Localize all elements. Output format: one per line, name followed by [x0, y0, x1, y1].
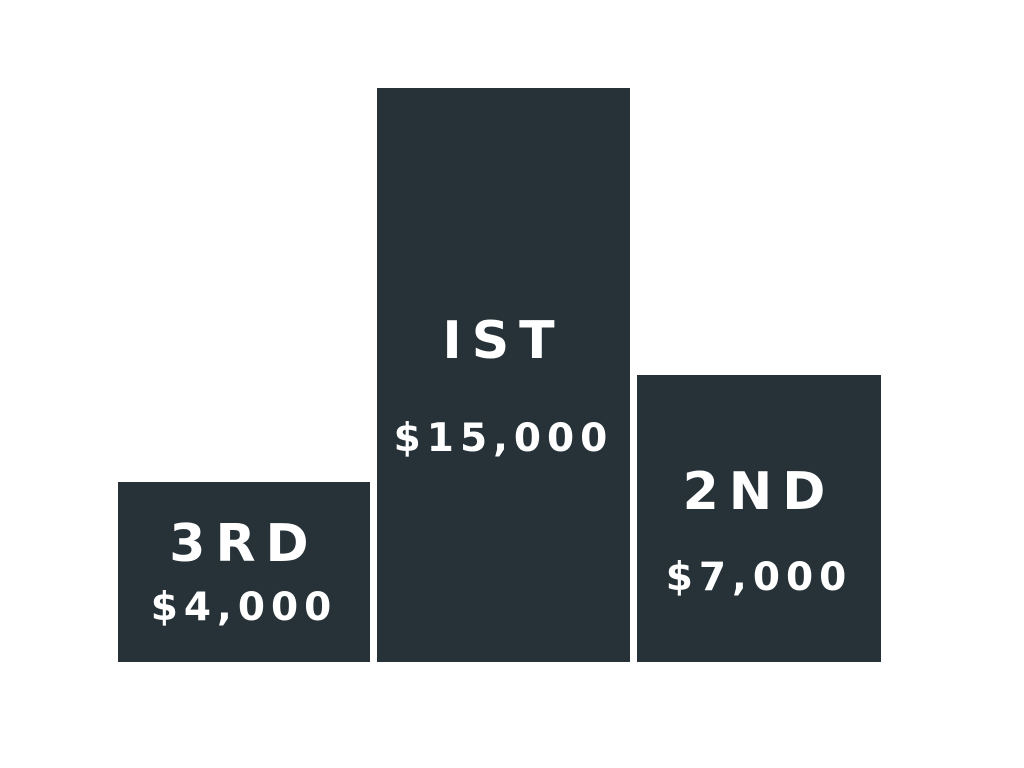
first-place-block: IST $15,000 [377, 88, 630, 662]
first-place-label: IST [442, 311, 565, 371]
first-place-amount: $15,000 [393, 416, 614, 461]
third-place-amount: $4,000 [150, 585, 338, 630]
second-place-label: 2ND [682, 462, 836, 522]
second-place-block: 2ND $7,000 [637, 375, 881, 662]
third-place-label: 3RD [169, 514, 319, 574]
second-place-amount: $7,000 [665, 555, 853, 600]
third-place-block: 3RD $4,000 [118, 482, 370, 662]
